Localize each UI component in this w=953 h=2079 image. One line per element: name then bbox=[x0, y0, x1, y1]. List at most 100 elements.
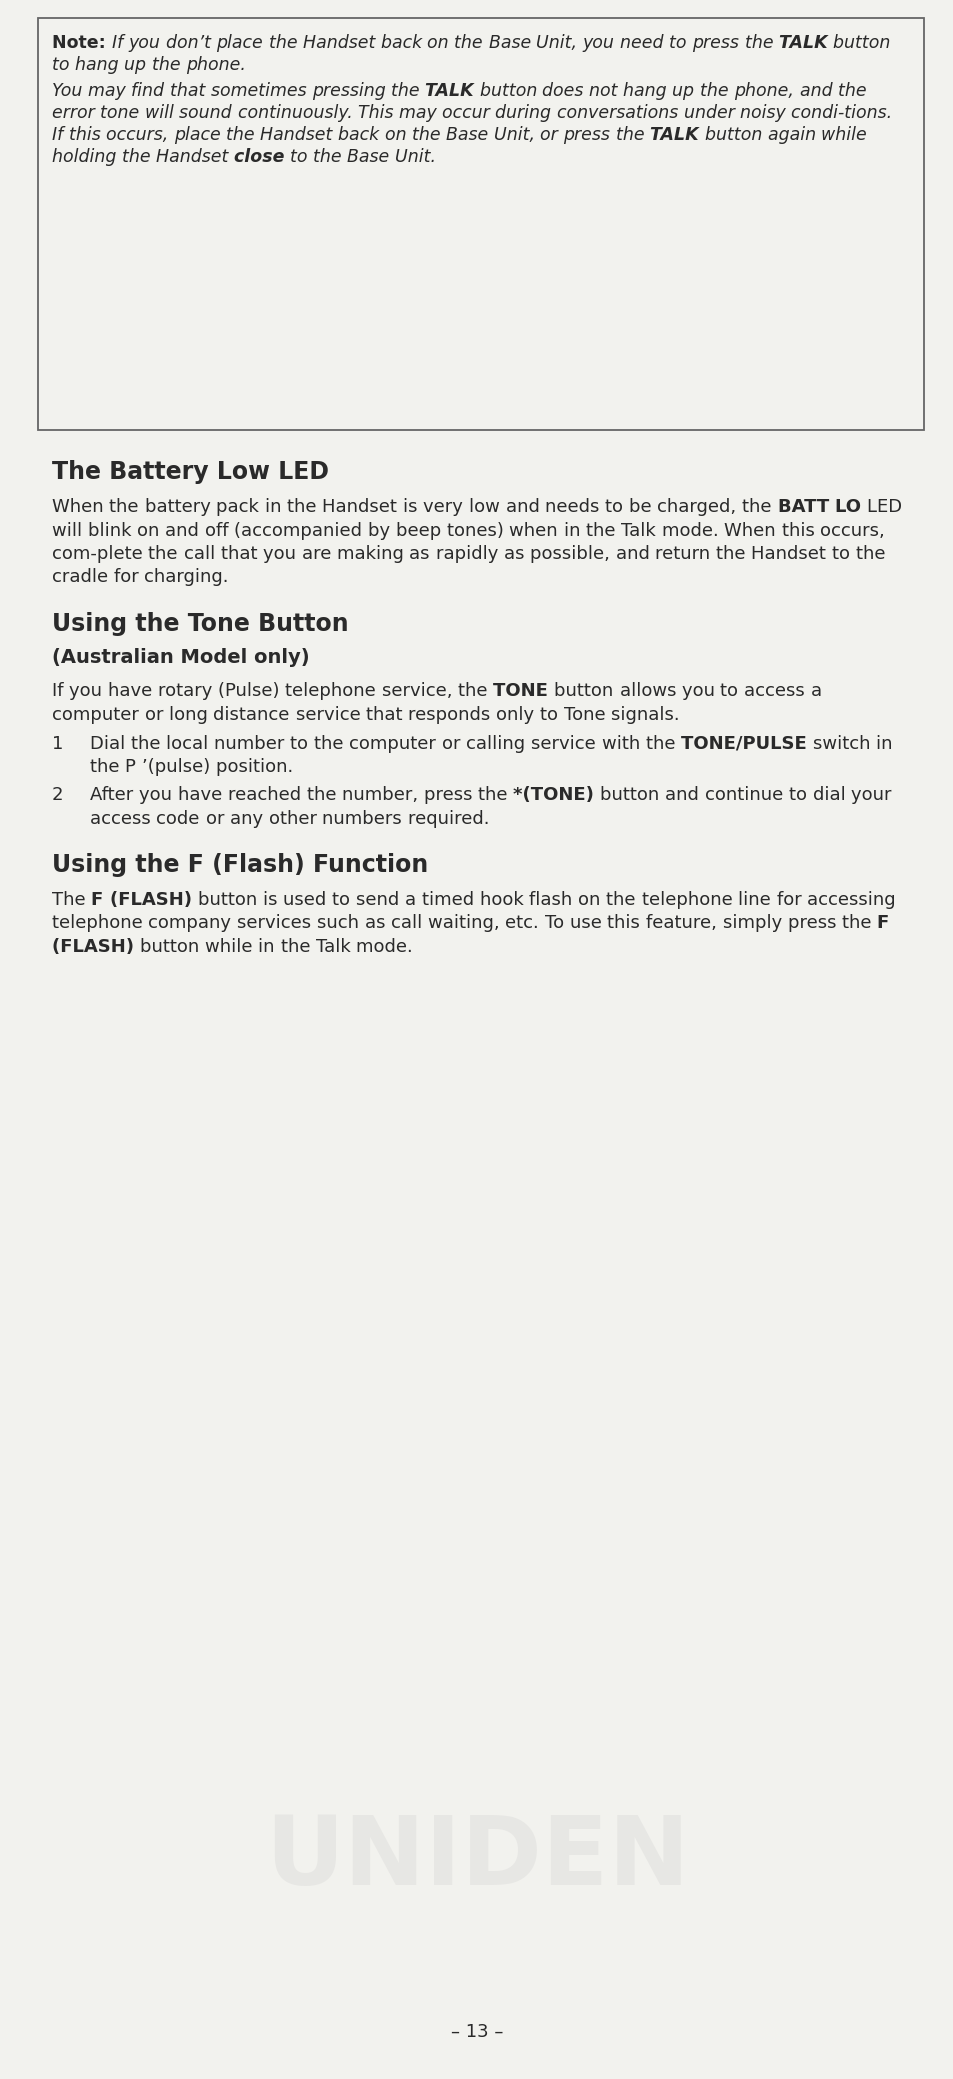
Text: up: up bbox=[672, 81, 700, 100]
Text: and: and bbox=[664, 786, 704, 805]
Text: You: You bbox=[52, 81, 88, 100]
Text: rotary: rotary bbox=[158, 682, 218, 701]
Text: blink: blink bbox=[88, 522, 137, 538]
Text: position.: position. bbox=[215, 759, 298, 775]
Text: charging.: charging. bbox=[144, 568, 234, 586]
Text: you: you bbox=[70, 682, 108, 701]
Text: Talk: Talk bbox=[315, 938, 356, 956]
Text: the: the bbox=[149, 545, 184, 563]
Text: Base: Base bbox=[488, 33, 536, 52]
Text: (FLASH): (FLASH) bbox=[110, 892, 198, 909]
Text: and: and bbox=[165, 522, 205, 538]
Text: UNIDEN: UNIDEN bbox=[264, 1813, 689, 1906]
Text: you: you bbox=[263, 545, 301, 563]
Text: on: on bbox=[427, 33, 454, 52]
Text: *(TONE): *(TONE) bbox=[513, 786, 599, 805]
Text: 2: 2 bbox=[52, 786, 64, 805]
Text: or: or bbox=[441, 736, 466, 753]
Text: the: the bbox=[841, 915, 877, 933]
Text: number,: number, bbox=[341, 786, 423, 805]
Text: a: a bbox=[405, 892, 421, 909]
Text: may: may bbox=[398, 104, 441, 123]
Text: to: to bbox=[720, 682, 743, 701]
Text: that: that bbox=[220, 545, 263, 563]
Text: holding: holding bbox=[52, 148, 122, 166]
Text: tones): tones) bbox=[446, 522, 509, 538]
Text: to: to bbox=[604, 499, 628, 516]
Text: not: not bbox=[589, 81, 622, 100]
Text: such: such bbox=[316, 915, 364, 933]
Text: timed: timed bbox=[421, 892, 479, 909]
Text: Unit,: Unit, bbox=[536, 33, 582, 52]
Text: P: P bbox=[125, 759, 142, 775]
Text: or: or bbox=[206, 809, 230, 827]
Text: sometimes: sometimes bbox=[211, 81, 312, 100]
Text: by: by bbox=[368, 522, 395, 538]
Text: company: company bbox=[149, 915, 237, 933]
Text: Dial: Dial bbox=[90, 736, 131, 753]
Text: this: this bbox=[607, 915, 645, 933]
Text: when: when bbox=[509, 522, 563, 538]
Text: occur: occur bbox=[441, 104, 495, 123]
Text: When: When bbox=[52, 499, 110, 516]
Text: during: during bbox=[495, 104, 557, 123]
Text: simply: simply bbox=[722, 915, 787, 933]
Text: press: press bbox=[423, 786, 477, 805]
Text: number: number bbox=[214, 736, 290, 753]
Text: (accompanied: (accompanied bbox=[233, 522, 368, 538]
Text: telephone: telephone bbox=[285, 682, 381, 701]
Text: to: to bbox=[52, 56, 75, 75]
Text: signals.: signals. bbox=[611, 705, 685, 723]
Text: computer: computer bbox=[52, 705, 145, 723]
Text: If: If bbox=[52, 682, 70, 701]
Text: button: button bbox=[833, 33, 895, 52]
Text: while: while bbox=[205, 938, 258, 956]
Text: access: access bbox=[90, 809, 156, 827]
Text: as: as bbox=[503, 545, 530, 563]
Text: pressing: pressing bbox=[312, 81, 391, 100]
Text: will: will bbox=[145, 104, 179, 123]
Text: be: be bbox=[628, 499, 657, 516]
Text: phone,: phone, bbox=[734, 81, 799, 100]
Text: you: you bbox=[582, 33, 619, 52]
Text: battery: battery bbox=[145, 499, 216, 516]
Text: for: for bbox=[776, 892, 806, 909]
Text: computer: computer bbox=[349, 736, 441, 753]
Text: continue: continue bbox=[704, 786, 788, 805]
Text: the: the bbox=[152, 56, 186, 75]
Text: the: the bbox=[477, 786, 513, 805]
Text: the: the bbox=[700, 81, 734, 100]
Text: Base: Base bbox=[446, 127, 494, 143]
Text: TALK: TALK bbox=[649, 127, 704, 143]
Text: condi-tions.: condi-tions. bbox=[790, 104, 897, 123]
Text: find: find bbox=[131, 81, 170, 100]
Text: in: in bbox=[875, 736, 898, 753]
Text: If: If bbox=[112, 33, 129, 52]
Text: occurs,: occurs, bbox=[820, 522, 890, 538]
Text: have: have bbox=[108, 682, 158, 701]
Text: Handset: Handset bbox=[322, 499, 402, 516]
Text: dial: dial bbox=[812, 786, 850, 805]
Text: local: local bbox=[166, 736, 214, 753]
Bar bbox=[38, 19, 923, 430]
Text: the: the bbox=[122, 148, 156, 166]
Text: the: the bbox=[454, 33, 488, 52]
Text: your: your bbox=[850, 786, 897, 805]
Text: distance: distance bbox=[213, 705, 295, 723]
Text: service: service bbox=[531, 736, 601, 753]
Text: mode.: mode. bbox=[356, 938, 418, 956]
Text: allows: allows bbox=[618, 682, 681, 701]
Text: – 13 –: – 13 – bbox=[451, 2023, 502, 2042]
Text: in: in bbox=[265, 499, 287, 516]
Text: services: services bbox=[237, 915, 316, 933]
Text: in: in bbox=[563, 522, 585, 538]
Text: press: press bbox=[692, 33, 744, 52]
Text: 1: 1 bbox=[52, 736, 63, 753]
Text: continuously.: continuously. bbox=[237, 104, 357, 123]
Text: waiting,: waiting, bbox=[428, 915, 505, 933]
Text: call: call bbox=[391, 915, 428, 933]
Text: off: off bbox=[205, 522, 233, 538]
Text: the: the bbox=[110, 499, 145, 516]
Text: is: is bbox=[263, 892, 283, 909]
Text: press: press bbox=[787, 915, 841, 933]
